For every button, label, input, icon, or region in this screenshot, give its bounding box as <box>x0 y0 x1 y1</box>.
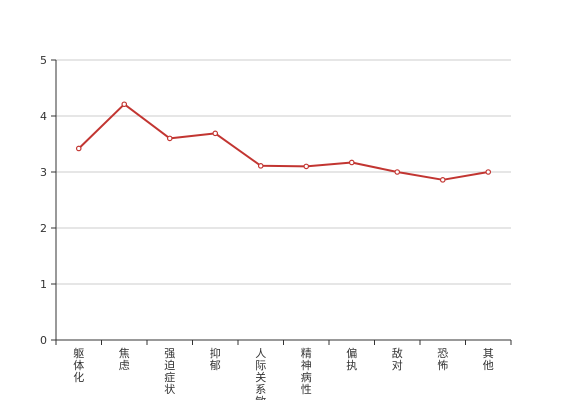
data-point <box>394 169 401 175</box>
x-tick-label: 强迫症状 <box>164 347 175 396</box>
y-tick-label: 0 <box>40 334 47 347</box>
series-line-path <box>78 103 489 181</box>
y-tick-labels: 0 1 2 3 4 5 <box>40 54 47 347</box>
data-point <box>166 135 173 142</box>
data-point <box>439 177 446 183</box>
x-tick-label: 躯体化 <box>73 347 84 384</box>
x-tick-label: 恐怖 <box>437 347 448 372</box>
x-tick-label: 抑郁 <box>210 346 221 372</box>
gridlines <box>56 59 511 285</box>
y-tick-label: 1 <box>40 278 47 291</box>
data-point <box>257 163 264 169</box>
x-tick-label: 人际关系敏感 <box>255 347 266 400</box>
y-tick-label: 4 <box>40 110 47 123</box>
x-tick-labels: 躯体化 焦虑 强迫症状 抑郁 人际关系敏感 精神病性 偏执 敌对 恐怖 其他 <box>73 346 494 400</box>
series-line <box>78 103 489 181</box>
y-tick-label: 2 <box>40 222 47 235</box>
x-tick-label: 敌对 <box>392 346 403 372</box>
data-point <box>303 163 310 170</box>
x-tick-label: 精神病性 <box>301 347 312 396</box>
data-point <box>348 159 355 166</box>
data-points <box>75 101 492 183</box>
y-tick-label: 3 <box>40 166 47 179</box>
data-point <box>121 101 128 108</box>
axes <box>51 59 512 345</box>
data-point <box>485 169 492 175</box>
x-tick-label: 焦虑 <box>119 347 130 372</box>
data-point <box>212 130 219 137</box>
x-tick-label: 其他 <box>483 347 494 372</box>
x-tick-label: 偏执 <box>346 346 357 372</box>
data-point <box>75 145 82 152</box>
y-tick-label: 5 <box>40 54 47 67</box>
